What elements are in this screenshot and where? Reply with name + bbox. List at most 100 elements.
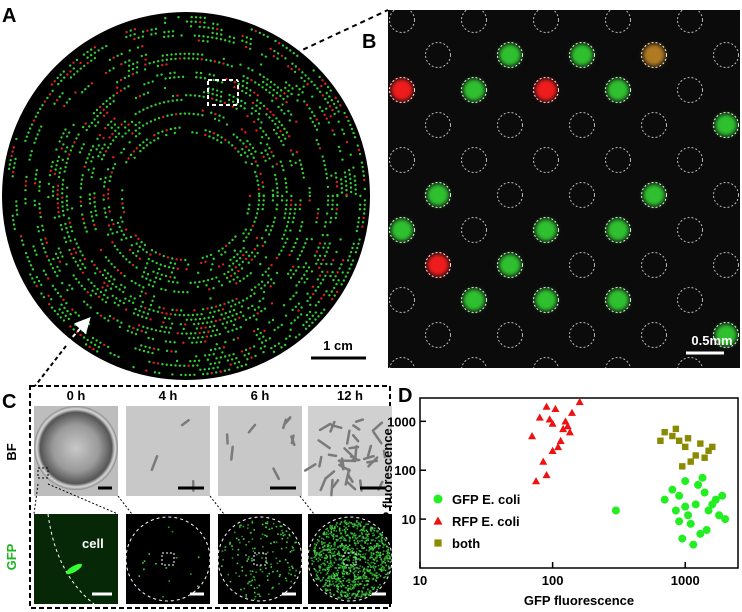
droplet [305,320,308,324]
fluorescence [377,530,380,532]
droplet [88,193,92,196]
droplet [187,313,190,317]
droplet [313,124,317,128]
droplet [211,97,214,100]
droplet [131,62,135,66]
fluorescence [326,568,329,571]
droplet [119,216,123,219]
droplet [87,85,90,88]
droplet [348,267,351,270]
droplet [211,88,215,91]
data-point [548,419,557,427]
fluorescence [261,557,263,559]
droplet [196,336,200,339]
fluorescence [367,523,369,526]
fluorescence [350,566,352,569]
droplet [306,292,309,295]
droplet [267,274,270,277]
droplet-outline [677,10,703,33]
droplet [47,195,50,199]
droplet [298,159,301,162]
fluorescence [325,557,328,560]
droplet [274,122,277,126]
fluorescence [231,548,234,551]
fluorescence [358,577,361,580]
droplet [134,135,138,138]
droplet [183,57,186,60]
droplet [220,313,223,316]
fluorescence [335,584,338,586]
data-point [682,443,689,451]
droplet [198,20,202,24]
droplet [184,323,187,326]
droplet [195,327,199,330]
droplet [120,63,123,66]
droplet [163,31,166,34]
fluorescence [365,577,367,579]
fluorescence [328,551,331,553]
droplet [242,74,245,78]
droplet [287,65,290,68]
droplet [315,216,319,220]
fluorescence [319,579,322,582]
droplet [305,237,309,241]
droplet [146,273,150,276]
droplet [203,317,206,320]
fluorescence [315,554,317,557]
droplet [280,323,284,327]
droplet [101,273,105,277]
droplet [287,135,291,138]
bacterium [339,461,345,471]
fluorescence [369,571,371,574]
fluorescence [349,568,352,570]
fluorescence [351,593,354,595]
droplet [125,237,128,240]
fluorescence [312,560,315,563]
fluorescence [256,586,258,589]
droplet [332,258,335,262]
data-point [681,477,690,486]
bacterium [344,468,351,486]
droplet [219,100,222,103]
droplet [280,199,284,202]
droplet [230,358,234,361]
droplet [123,286,127,289]
droplet [261,273,264,277]
fluorescence [373,569,376,572]
droplet [273,83,276,86]
fluorescence [364,525,366,527]
droplet [165,63,168,66]
fluorescence [253,529,255,531]
fluorescence [245,574,247,577]
droplet [283,127,286,131]
fluorescence [374,527,376,530]
fluorescence [314,549,316,552]
fluorescence [320,563,323,566]
fluorescence [337,585,340,588]
panel-label: B [362,31,376,53]
droplet [48,173,52,177]
fluorescence [367,565,369,568]
fluorescence [253,591,256,594]
fluorescence [375,530,378,532]
droplet-outline [641,322,667,348]
droplet [274,39,277,43]
droplet [205,284,208,287]
droplet [109,142,112,146]
fluorescence [224,546,227,548]
droplet-signal [535,289,557,311]
droplet [204,129,207,132]
droplet [292,51,295,55]
droplet [344,180,348,183]
fluorescence [353,576,356,579]
droplet [194,318,197,321]
droplet [133,37,136,41]
droplet [223,272,226,276]
droplet [328,294,331,297]
droplet [173,276,176,279]
droplet [254,29,257,33]
droplet [137,324,141,327]
droplet [60,281,64,285]
droplet [47,182,51,186]
fluorescence [235,537,238,540]
